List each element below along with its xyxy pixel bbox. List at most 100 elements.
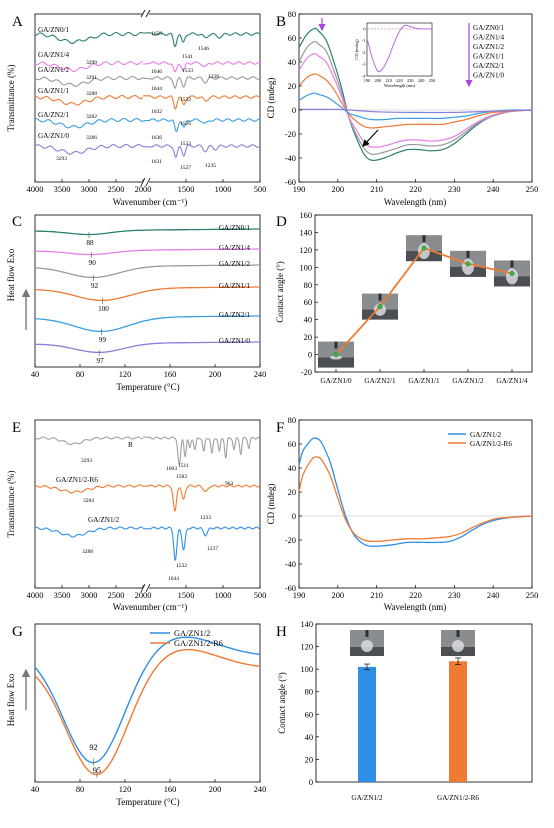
panel-h-frame	[315, 623, 533, 783]
photo-needle	[422, 235, 426, 243]
y-tick-label: 120	[299, 246, 312, 255]
panel-c-frame	[34, 214, 261, 368]
inset-x-tick-label: 220	[396, 78, 402, 83]
series-line	[298, 40, 533, 156]
y-tick-label: -20	[285, 536, 296, 545]
y-tick-label: 140	[300, 620, 313, 629]
panel-d-ylabel: Contact angle (°)	[275, 261, 285, 323]
panel-letter-f: F	[276, 420, 284, 436]
peak-label: 92	[91, 282, 99, 290]
series-line-ga-zn0/1-fp	[142, 32, 261, 48]
series-line-ga-zn1-2-r6	[34, 484, 144, 494]
x-tick-label: GA/ZN1/2	[351, 794, 383, 802]
series-label: GA/ZN1/4	[38, 51, 70, 59]
panel-letter-g: G	[12, 624, 23, 640]
series-label: GA/ZN2/1	[219, 311, 251, 319]
peak-label: 1603	[166, 466, 177, 472]
droplet-photo	[441, 630, 475, 656]
x-tick-label: 40	[31, 785, 39, 794]
y-tick-label: 80	[304, 281, 312, 290]
x-tick-label: 2500	[108, 185, 125, 194]
y-tick-label: 20	[304, 333, 312, 342]
photo-needle	[365, 630, 369, 637]
photo-droplet	[374, 303, 386, 316]
x-tick-label: 80	[76, 370, 84, 379]
series-line-ga-zn1-2-r6-fp	[142, 484, 261, 512]
peak-label: 1235	[205, 163, 216, 169]
series-line	[34, 286, 260, 302]
legend-entry: GA/ZN1/1	[473, 53, 505, 61]
x-tick-label: GA/ZN2/1	[364, 377, 396, 385]
series-line-ga-zn0/1	[34, 31, 144, 45]
series-label: GA/ZN1/2-R6	[56, 476, 98, 484]
series-label: GA/ZN1/2	[38, 66, 70, 74]
series-line	[298, 27, 533, 162]
y-tick-label: 40	[305, 733, 313, 742]
panel-h-ylabel: Contact angle (°)	[277, 672, 287, 734]
photo-needle	[510, 260, 514, 268]
photo-droplet	[330, 355, 342, 360]
inset-series-line	[366, 24, 432, 73]
y-tick-label: 80	[288, 416, 296, 425]
x-tick-label: 2000	[135, 591, 152, 600]
series-line	[34, 636, 261, 764]
series-label: R	[128, 441, 133, 449]
y-tick-label: 140	[299, 228, 312, 237]
series-label: GA/ZN1/2	[219, 260, 251, 268]
photo-needle	[456, 630, 460, 637]
inset-x-tick-label: 200	[375, 78, 381, 83]
x-tick-label: 220	[409, 185, 422, 194]
panel-a-frame	[34, 13, 261, 183]
inset-y-tick-label: -2	[362, 50, 366, 55]
peak-label: 1631	[151, 159, 162, 165]
series-line-ga-zn1-2	[34, 526, 144, 538]
peak-label: 1541	[182, 54, 193, 60]
peak-label: 3288	[82, 549, 93, 555]
y-tick-label: -20	[301, 368, 312, 377]
panel-b: B 190 200 210 220 230 240 250-60-40-2002040608…	[266, 10, 538, 207]
data-point	[333, 352, 339, 358]
inset-x-tick-label: 210	[385, 78, 391, 83]
x-tick-label: 240	[254, 785, 267, 794]
series-line-ga-zn1/2-fp	[142, 76, 261, 89]
peak-label: 3286	[86, 135, 97, 141]
panel-b-ylabel: CD (mdeg)	[266, 78, 276, 119]
droplet-photo	[318, 341, 354, 368]
x-tick-label: 500	[254, 185, 267, 194]
panel-f-ylabel: CD (mdeg)	[266, 484, 276, 525]
y-tick-label: 60	[304, 298, 312, 307]
x-tick-label: 120	[119, 370, 132, 379]
peak-label: 100	[98, 305, 109, 313]
data-point	[421, 245, 427, 251]
peak-label: 1511	[178, 463, 189, 469]
photo-needle	[334, 341, 338, 349]
x-tick-label: 200	[332, 185, 345, 194]
inset-xlabel: Wavelength (nm)	[384, 83, 416, 88]
x-tick-label: 40	[31, 370, 39, 379]
x-tick-label: 80	[76, 785, 84, 794]
y-tick-label: -40	[285, 154, 296, 163]
x-tick-label: 190	[293, 185, 306, 194]
y-tick-label: 20	[305, 755, 313, 764]
peak-label: 90	[89, 259, 97, 267]
panel-c: C 88 GA/ZN0/1 90 GA/ZN1/4 92 GA/ZN1/2 100 GA/ZN…	[6, 214, 266, 392]
x-tick-label: GA/ZN1/4	[496, 377, 528, 385]
x-tick-label: 2000	[135, 185, 152, 194]
series-line-ga-zn1-2-fp	[142, 526, 260, 561]
peak-label: 1632	[151, 109, 162, 115]
y-tick-label: 20	[288, 82, 296, 91]
panel-c-xlabel: Temperature (°C)	[116, 382, 179, 392]
peak-label: 95	[93, 766, 101, 775]
photo-surface	[318, 357, 354, 368]
peak-label: 3291	[86, 75, 97, 81]
inset-ylabel: CD (mdeg)	[354, 39, 359, 60]
droplet-photo	[350, 630, 384, 656]
peak-label: 88	[86, 239, 94, 247]
series-line	[34, 341, 260, 354]
panel-g-xlabel: Temperature (°C)	[116, 797, 179, 807]
panel-letter-c: C	[12, 214, 22, 230]
y-tick-label: 60	[288, 34, 296, 43]
series-label: GA/ZN0/1	[219, 224, 251, 232]
inset-x-tick-label: 230	[407, 78, 413, 83]
legend-entry: GA/ZN1/2-R6	[470, 440, 512, 448]
